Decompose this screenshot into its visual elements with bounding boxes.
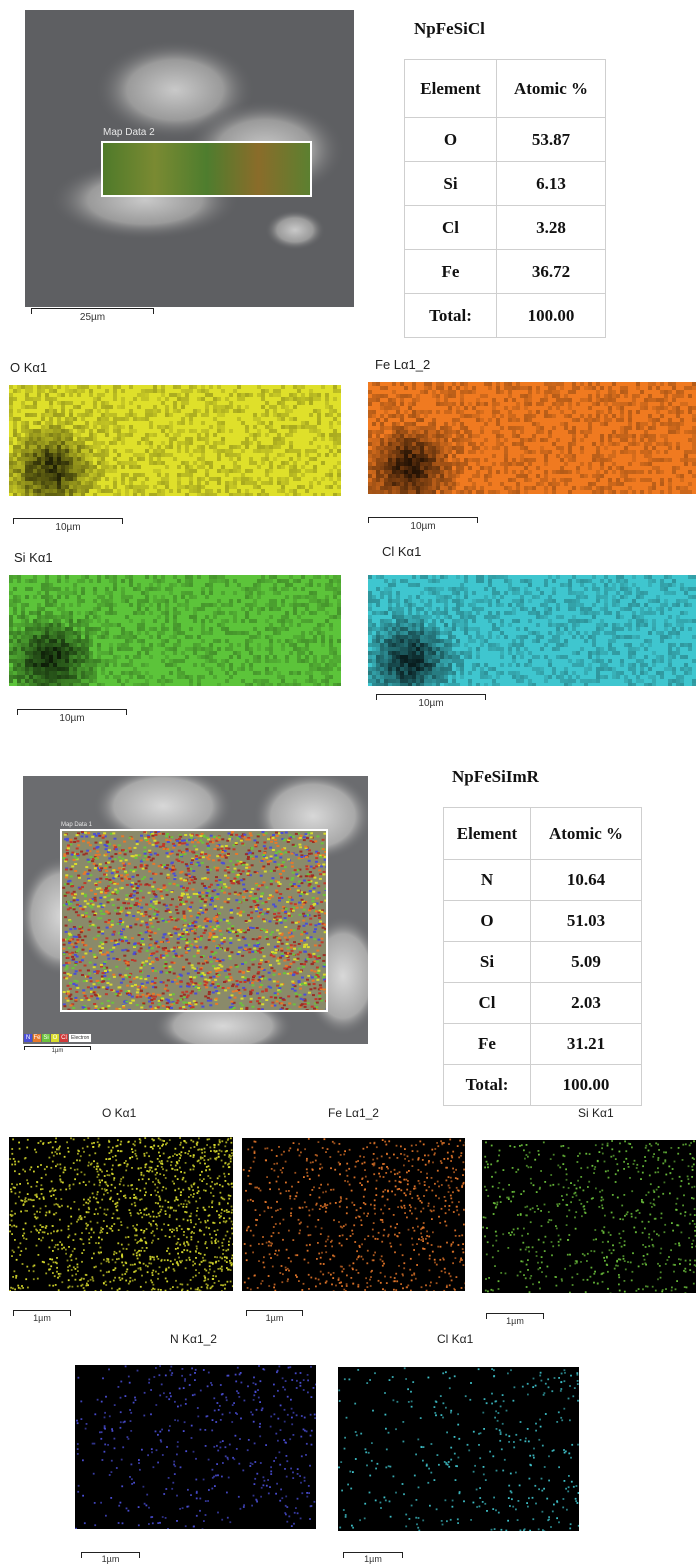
map-label-fe: Fe Lα1_2	[328, 1106, 379, 1120]
map-scale-label: 10µm	[418, 698, 444, 709]
header-atomic-percent: Atomic %	[496, 59, 606, 118]
legend-electron[interactable]: Electron	[69, 1034, 92, 1042]
map-data-region[interactable]	[60, 829, 328, 1012]
value-cell: 3.28	[496, 205, 606, 250]
element-map-fe	[368, 382, 696, 494]
map-pixels	[62, 831, 326, 1010]
sem-image-npfesicl: Map Data 2	[25, 10, 354, 307]
value-cell: 31.21	[530, 1023, 642, 1065]
element-map-o	[9, 1137, 233, 1291]
legend-chip-fe[interactable]: Fe	[33, 1034, 41, 1042]
map-pixels	[338, 1367, 579, 1531]
map-scale-bar: 10µm	[17, 709, 127, 724]
value-cell: 6.13	[496, 161, 606, 206]
sample-title-npfesicl: NpFeSiCl	[414, 19, 485, 38]
map-label-cl: Cl Kα1	[437, 1332, 474, 1346]
map-scale-bar: 10µm	[376, 694, 486, 709]
composition-table-npfesiimr: Element Atomic % N 10.64 O 51.03 Si 5.09 Cl…	[443, 807, 642, 1106]
element-map-fe	[242, 1138, 465, 1291]
value-cell: 51.03	[530, 900, 642, 942]
map-pixels	[242, 1138, 465, 1291]
legend-chip-si[interactable]: Si	[42, 1034, 50, 1042]
element-cell: Si	[443, 941, 531, 983]
sem-scale-bar: 25µm	[31, 308, 154, 323]
header-element: Element	[443, 807, 531, 860]
sem-image-npfesiimr: Map Data 1 N Fe Si O Cl Electron	[23, 776, 368, 1044]
map-scale-label: 1µm	[101, 1554, 120, 1564]
map-pixels	[368, 575, 696, 686]
element-map-cl	[368, 575, 696, 686]
map-data-region[interactable]	[101, 141, 312, 197]
element-cell: Total:	[404, 293, 497, 338]
map-scale-label: 1µm	[506, 1316, 524, 1326]
value-cell: 36.72	[496, 249, 606, 294]
element-cell: Cl	[404, 205, 497, 250]
map-scale-label: 1µm	[364, 1554, 382, 1564]
element-cell: O	[443, 900, 531, 942]
map-scale-bar: 1µm	[486, 1313, 544, 1326]
composition-table-npfesicl: Element Atomic % O 53.87 Si 6.13 Cl 3.28 Fe…	[404, 59, 606, 338]
element-map-n	[75, 1365, 316, 1529]
map-scale-label: 10µm	[59, 713, 85, 724]
map-scale-bar: 10µm	[368, 517, 478, 532]
map-label-fe: Fe Lα1_2	[375, 357, 431, 372]
element-map-si	[9, 575, 341, 686]
map-pixels	[482, 1140, 696, 1293]
header-atomic-percent: Atomic %	[530, 807, 642, 860]
sample-title-npfesiimr: NpFeSiImR	[452, 767, 539, 786]
map-scale-bar: 1µm	[343, 1552, 403, 1564]
map-pixels	[368, 382, 696, 494]
map-scale-label: 1µm	[265, 1313, 284, 1323]
element-cell: O	[404, 117, 497, 162]
map-pixels	[9, 575, 341, 686]
map-scale-bar: 1µm	[81, 1552, 140, 1564]
map-label-si: Si Kα1	[578, 1106, 614, 1120]
value-cell: 2.03	[530, 982, 642, 1024]
element-cell: Si	[404, 161, 497, 206]
legend-chip-o[interactable]: O	[51, 1034, 59, 1042]
legend-chip-cl[interactable]: Cl	[60, 1034, 68, 1042]
map-label-si: Si Kα1	[14, 550, 53, 565]
element-cell: Fe	[443, 1023, 531, 1065]
value-cell: 5.09	[530, 941, 642, 983]
element-map-o	[9, 385, 341, 496]
value-cell: 53.87	[496, 117, 606, 162]
element-cell: Total:	[443, 1064, 531, 1106]
element-cell: Fe	[404, 249, 497, 294]
map-scale-bar: 1µm	[246, 1310, 303, 1323]
map-pixels	[9, 1137, 233, 1291]
element-map-cl	[338, 1367, 579, 1531]
map-pixels	[9, 385, 341, 496]
map-data-tag: Map Data 2	[103, 127, 155, 138]
sem-scale-label: 1µm	[51, 1048, 64, 1054]
map-scale-bar: 1µm	[13, 1310, 71, 1323]
map-scale-label: 10µm	[55, 522, 81, 533]
map-label-n: N Kα1_2	[170, 1332, 217, 1346]
element-cell: Cl	[443, 982, 531, 1024]
element-map-si	[482, 1140, 696, 1293]
value-cell: 100.00	[496, 293, 606, 338]
map-label-o: O Kα1	[10, 360, 48, 375]
map-scale-label: 1µm	[33, 1313, 51, 1323]
map-pixels	[75, 1365, 316, 1529]
value-cell: 10.64	[530, 859, 642, 901]
map-scale-bar: 10µm	[13, 518, 123, 533]
map-scale-label: 10µm	[410, 521, 436, 532]
map-data-tag: Map Data 1	[61, 822, 93, 828]
value-cell: 100.00	[530, 1064, 642, 1106]
sem-scale-bar: 1µm	[24, 1046, 91, 1054]
sem-scale-label: 25µm	[79, 312, 106, 323]
map-label-cl: Cl Kα1	[382, 544, 422, 559]
element-cell: N	[443, 859, 531, 901]
map-label-o: O Kα1	[102, 1106, 137, 1120]
legend-chip-n[interactable]: N	[24, 1034, 32, 1042]
layer-legend[interactable]: N Fe Si O Cl Electron	[24, 1034, 92, 1043]
header-element: Element	[404, 59, 497, 118]
